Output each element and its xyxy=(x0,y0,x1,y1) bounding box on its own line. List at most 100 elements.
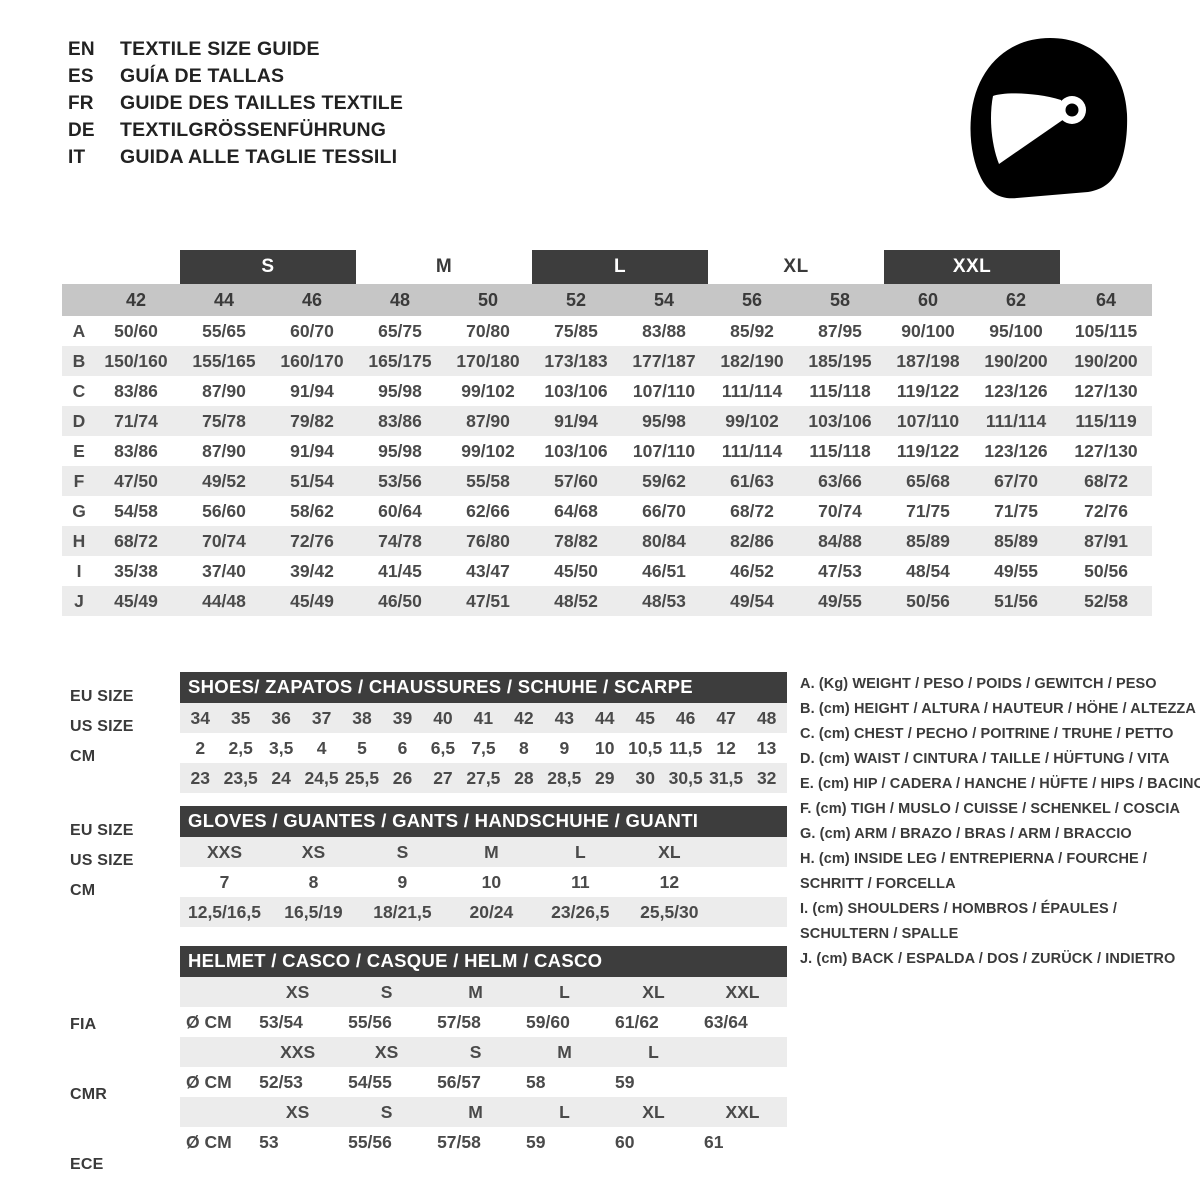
shoes-row-labels: EU SIZE US SIZE CM xyxy=(62,672,180,793)
eu-number-cell: 44 xyxy=(180,284,268,316)
legend-line: B. (cm) HEIGHT / ALTURA / HAUTEUR / HÖHE… xyxy=(800,701,1196,717)
eu-number-row: 42 44 46 48 50 52 54 56 58 60 62 64 xyxy=(62,284,1153,316)
measurement-cell: 55/58 xyxy=(444,466,533,496)
title-lang-code: DE xyxy=(68,120,95,141)
shoes-cell: 47 xyxy=(705,703,747,733)
gloves-cell: 7 xyxy=(180,867,269,897)
measurement-cell: 49/55 xyxy=(796,586,885,616)
shoes-cell: 24 xyxy=(260,763,302,793)
measurement-cell: 78/82 xyxy=(532,526,621,556)
gloves-cell: 25,5/30 xyxy=(624,897,714,927)
helmet-standard-fia: FIA xyxy=(70,1016,97,1033)
measurement-cell: 83/86 xyxy=(92,436,180,466)
measurement-cell: 56/60 xyxy=(180,496,268,526)
gloves-cell: M xyxy=(446,837,536,867)
eu-number-cell: 58 xyxy=(796,284,885,316)
helmet-size-cell: XXL xyxy=(697,1097,787,1127)
helmet-size-cell xyxy=(697,1037,787,1067)
measurement-cell: 95/98 xyxy=(356,376,444,406)
measurement-legend: A. (Kg) WEIGHT / PESO / POIDS / GEWITCH … xyxy=(800,672,1200,972)
legend-line: SCHULTERN / SPALLE xyxy=(800,926,959,942)
gloves-grid-body: XXS XS S M L XL 7 8 9 10 11 12 12,5/16,5 16,5/19 18/21… xyxy=(180,837,787,927)
measurement-cell: 76/80 xyxy=(444,526,533,556)
shoes-cell: 40 xyxy=(422,703,464,733)
size-group-m: M xyxy=(356,250,532,284)
gloves-cell: 11 xyxy=(535,867,625,897)
shoes-cell: 48 xyxy=(746,703,787,733)
measurement-cell: 54/58 xyxy=(92,496,180,526)
measurement-row-label: F xyxy=(62,466,92,496)
measurement-cell: 115/118 xyxy=(796,376,885,406)
measurement-cell: 70/74 xyxy=(180,526,268,556)
shoes-cell: 32 xyxy=(746,763,787,793)
measurement-cell: 165/175 xyxy=(356,346,444,376)
measurement-cell: 71/75 xyxy=(972,496,1061,526)
size-group-xl: XL xyxy=(708,250,884,284)
gloves-cell xyxy=(713,897,787,927)
helmet-size-header-row: XS S M L XL XXL xyxy=(180,977,787,1007)
eu-number-cell: 64 xyxy=(1060,284,1153,316)
measurement-cell: 61/63 xyxy=(708,466,797,496)
gloves-cell: 8 xyxy=(268,867,358,897)
shoes-cell: 9 xyxy=(544,733,585,763)
gloves-banner: GLOVES / GUANTES / GANTS / HANDSCHUHE / … xyxy=(180,806,787,837)
size-group-blank xyxy=(92,250,180,284)
helmet-size-cell: XS xyxy=(253,977,343,1007)
measurement-cell: 65/68 xyxy=(884,466,973,496)
measurement-cell: 85/92 xyxy=(708,316,797,346)
helmet-diameter-cell: 59/60 xyxy=(520,1007,609,1037)
gloves-cell: XS xyxy=(268,837,358,867)
measurement-cell: 99/102 xyxy=(444,436,533,466)
measurement-cell: 45/50 xyxy=(532,556,621,586)
helmet-diameter-cell: 53 xyxy=(253,1127,343,1157)
eu-number-row-spacer xyxy=(62,284,92,316)
size-group-label: S xyxy=(261,256,275,277)
gloves-row-labels: EU SIZE US SIZE CM xyxy=(62,806,180,927)
title-text: TEXTILGRÖSSENFÜHRUNG xyxy=(120,119,387,141)
title-text: GUIDE DES TAILLES TEXTILE xyxy=(120,92,404,114)
gloves-grid: XXS XS S M L XL 7 8 9 10 11 12 12,5/16,5 16,5/19 18/21… xyxy=(180,837,787,927)
measurement-cell: 52/58 xyxy=(1060,586,1153,616)
gloves-cell: 12 xyxy=(624,867,714,897)
shoes-cell: 6 xyxy=(382,733,423,763)
shoes-cell: 27,5 xyxy=(463,763,504,793)
table-row: E 83/86 87/90 91/94 95/98 99/102 103/106 107/11… xyxy=(62,436,1153,466)
shoes-cell: 6,5 xyxy=(422,733,464,763)
shoes-cell: 29 xyxy=(584,763,625,793)
helmet-size-cell: XS xyxy=(342,1037,432,1067)
helmet-standard-cmr: CMR xyxy=(70,1086,108,1103)
measurement-cell: 155/165 xyxy=(180,346,268,376)
measurement-cell: 85/89 xyxy=(884,526,973,556)
gloves-row: 7 8 9 10 11 12 xyxy=(180,867,787,897)
measurement-cell: 103/106 xyxy=(532,376,621,406)
helmet-size-cell xyxy=(180,1097,254,1127)
measurement-cell: 170/180 xyxy=(444,346,533,376)
helmet-unit-label: Ø CM xyxy=(180,1067,254,1097)
measurement-cell: 87/95 xyxy=(796,316,885,346)
eu-number-cell: 60 xyxy=(884,284,973,316)
gloves-label-eu-size: EU SIZE xyxy=(70,822,134,839)
eu-number-cell: 52 xyxy=(532,284,621,316)
measurement-cell: 177/187 xyxy=(620,346,709,376)
helmet-diameter-cell: 61 xyxy=(697,1127,787,1157)
table-row: J 45/49 44/48 45/49 46/50 47/51 48/52 48/53 49/5… xyxy=(62,586,1153,616)
measurement-row-label: D xyxy=(62,406,92,436)
measurement-cell: 68/72 xyxy=(92,526,180,556)
measurement-cell: 190/200 xyxy=(1060,346,1153,376)
helmet-size-cell xyxy=(180,977,254,1007)
gloves-row: 12,5/16,5 16,5/19 18/21,5 20/24 23/26,5 25,5/… xyxy=(180,897,787,927)
shoes-cell: 44 xyxy=(584,703,625,733)
measurement-cell: 91/94 xyxy=(268,376,356,406)
shoes-cell: 30,5 xyxy=(665,763,706,793)
shoes-cell: 28,5 xyxy=(544,763,585,793)
measurement-cell: 41/45 xyxy=(356,556,444,586)
measurement-cell: 82/86 xyxy=(708,526,797,556)
shoes-grid: 34 35 36 37 38 39 40 41 42 43 44 45 46 47 48 2 2,5 3,5 4 5 6… xyxy=(180,703,787,793)
title-row-fr: FR GUIDE DES TAILLES TEXTILE xyxy=(68,92,688,119)
eu-number-cell: 54 xyxy=(620,284,709,316)
measurement-cell: 107/110 xyxy=(884,406,973,436)
measurement-cell: 91/94 xyxy=(268,436,356,466)
measurement-row-label: B xyxy=(62,346,92,376)
measurement-cell: 127/130 xyxy=(1060,436,1153,466)
measurement-cell: 107/110 xyxy=(620,376,709,406)
